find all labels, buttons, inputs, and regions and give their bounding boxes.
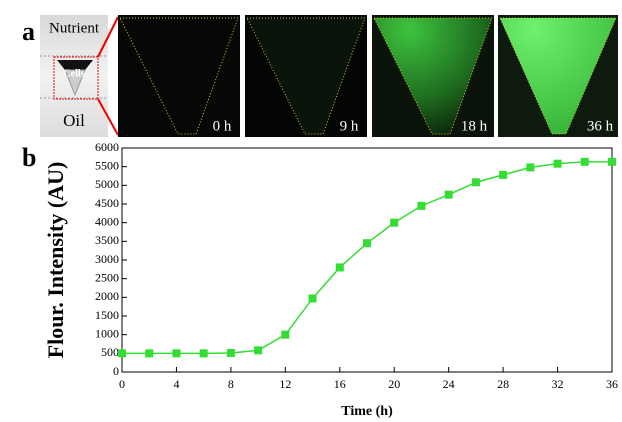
point bbox=[471, 178, 480, 187]
x-tick-label: 36 bbox=[606, 377, 618, 391]
zoom-line bbox=[97, 16, 119, 58]
y-tick-label: 4000 bbox=[95, 214, 119, 228]
schematic: Nutrient Cells Oil bbox=[40, 15, 119, 137]
point bbox=[226, 348, 235, 357]
trap-outline bbox=[499, 17, 617, 135]
series-line bbox=[122, 161, 612, 355]
panel-label: b bbox=[22, 143, 36, 172]
trap-outline bbox=[119, 17, 239, 135]
point bbox=[390, 218, 399, 227]
y-tick-label: 0 bbox=[113, 364, 119, 378]
point bbox=[335, 263, 344, 272]
point bbox=[608, 157, 616, 166]
point bbox=[145, 349, 154, 358]
trap-outline bbox=[246, 17, 366, 135]
micrographs: 0 h 9 h 18 h 36 h bbox=[118, 15, 618, 137]
point bbox=[553, 159, 562, 168]
y-tick-label: 4500 bbox=[95, 196, 119, 210]
x-tick-label: 12 bbox=[279, 377, 291, 391]
point bbox=[281, 330, 290, 339]
y-tick-label: 500 bbox=[101, 345, 119, 359]
x-tick-label: 0 bbox=[119, 377, 125, 391]
x-tick-label: 28 bbox=[497, 377, 509, 391]
point bbox=[580, 157, 589, 166]
point bbox=[444, 190, 453, 199]
point bbox=[499, 170, 508, 179]
y-tick-label: 5000 bbox=[95, 177, 119, 191]
panel-label: a bbox=[22, 17, 35, 46]
point bbox=[308, 294, 317, 303]
y-tick-label: 3000 bbox=[95, 252, 119, 266]
y-tick-label: 3500 bbox=[95, 233, 119, 247]
y-axis-title: Flour. Intensity (AU) bbox=[43, 162, 68, 359]
schematic-label: Nutrient bbox=[49, 20, 100, 36]
time-label: 9 h bbox=[340, 118, 359, 134]
cells bbox=[57, 60, 93, 70]
x-tick-label: 20 bbox=[388, 377, 400, 391]
schematic-label: Cells bbox=[63, 68, 84, 79]
y-tick-label: 2000 bbox=[95, 289, 119, 303]
y-tick-label: 1500 bbox=[95, 308, 119, 322]
y-tick-label: 1000 bbox=[95, 326, 119, 340]
trap-outline bbox=[373, 17, 493, 135]
x-tick-label: 4 bbox=[173, 377, 179, 391]
y-tick-label: 6000 bbox=[95, 140, 119, 154]
micrograph bbox=[118, 15, 240, 137]
point bbox=[417, 201, 426, 210]
point bbox=[199, 349, 208, 358]
x-axis-title: Time (h) bbox=[341, 404, 393, 419]
schematic-label: Oil bbox=[63, 111, 85, 130]
point bbox=[118, 349, 126, 358]
x-tick-label: 16 bbox=[334, 377, 346, 391]
point bbox=[254, 346, 263, 355]
y-tick-label: 5500 bbox=[95, 158, 119, 172]
point bbox=[526, 163, 535, 172]
time-label: 0 h bbox=[213, 118, 232, 134]
y-tick-label: 2500 bbox=[95, 270, 119, 284]
x-tick-label: 24 bbox=[443, 377, 455, 391]
zoom-box bbox=[53, 56, 99, 100]
trap bbox=[64, 69, 86, 97]
plot-frame bbox=[121, 147, 613, 373]
zoom-line bbox=[97, 98, 119, 136]
x-tick-label: 32 bbox=[552, 377, 564, 391]
point bbox=[172, 349, 181, 358]
point bbox=[363, 239, 371, 248]
time-label: 36 h bbox=[587, 118, 614, 134]
x-tick-label: 8 bbox=[228, 377, 234, 391]
time-label: 18 h bbox=[461, 118, 488, 134]
